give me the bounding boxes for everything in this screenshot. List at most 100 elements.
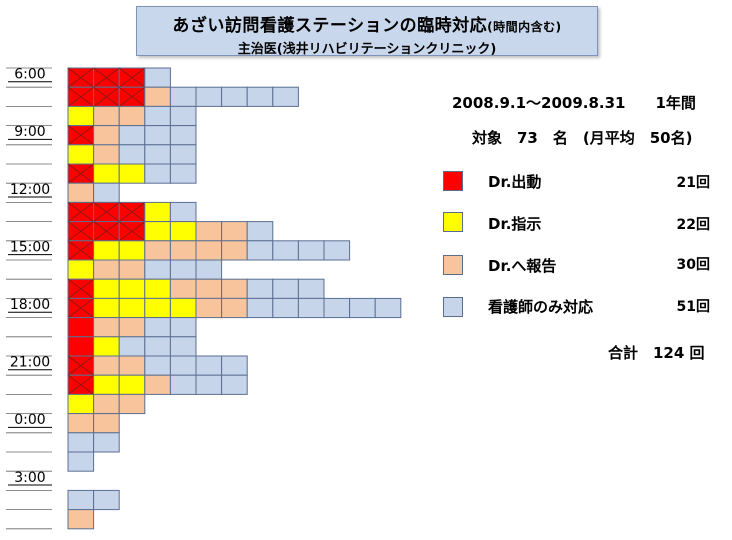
legend-count-dr-visit: 21回 xyxy=(676,175,710,191)
grid-cell xyxy=(118,278,146,299)
grid-cell xyxy=(195,297,223,319)
grid-cell xyxy=(323,297,351,319)
cross-mark xyxy=(67,355,94,376)
grid-cell xyxy=(374,297,402,319)
grid-cell xyxy=(67,182,95,203)
grid-cell xyxy=(272,86,299,107)
grid-cell xyxy=(169,144,197,165)
cross-mark xyxy=(67,374,94,395)
grid-cell xyxy=(67,432,95,453)
grid-cell xyxy=(144,125,171,146)
grid-cell xyxy=(272,240,299,261)
grid-cell xyxy=(246,221,274,242)
grid-cell xyxy=(93,413,120,434)
grid-cell xyxy=(93,125,120,146)
time-grid-chart: 6:00 9:00 12:00 15:00 18:00 21:00 0:00 3:00 xyxy=(6,67,402,530)
grid-cell xyxy=(118,105,146,127)
grid-cell xyxy=(144,105,171,127)
grid-cell xyxy=(67,317,95,338)
chart-title: あざい訪問看護ステーションの臨時対応(時間内含む) xyxy=(137,11,597,36)
grid-cell xyxy=(144,259,171,280)
grid-cell xyxy=(118,374,146,395)
grid-cell xyxy=(169,86,197,107)
grid-cell xyxy=(297,297,325,319)
grid-cell xyxy=(93,182,120,203)
grid-cell xyxy=(118,355,146,376)
grid-cell xyxy=(67,105,95,127)
y-tick-label: 0:00 xyxy=(14,412,45,428)
grid-cell xyxy=(246,278,274,299)
grid-cell xyxy=(93,105,120,127)
grid-cell xyxy=(144,355,171,376)
y-tick-label: 6:00 xyxy=(14,67,45,83)
grid-cell xyxy=(195,278,223,299)
cross-mark xyxy=(67,202,94,222)
total-text: 合計 124 回 xyxy=(608,344,705,362)
y-tick-label: 9:00 xyxy=(14,124,45,140)
cross-mark xyxy=(67,278,94,299)
grid-cell xyxy=(221,355,248,376)
legend-label-dr-visit: Dr.出動 xyxy=(488,173,542,191)
chart-title-suffix: (時間内含む) xyxy=(487,20,562,34)
cross-mark xyxy=(118,86,146,107)
legend-count-dr-report: 30回 xyxy=(676,257,710,273)
legend-count-nurse-only: 51回 xyxy=(676,299,710,315)
grid-cell xyxy=(221,374,248,395)
grid-cell xyxy=(93,163,120,184)
grid-cell xyxy=(144,336,171,357)
y-tick-label: 21:00 xyxy=(10,355,50,371)
grid-cell xyxy=(67,336,95,357)
grid-cell xyxy=(246,86,274,107)
grid-cell xyxy=(195,240,223,261)
grid-cell xyxy=(118,240,146,261)
chart-title-text: あざい訪問看護ステーションの臨時対応 xyxy=(172,16,488,36)
grid-cell xyxy=(93,144,120,165)
cross-mark xyxy=(67,67,94,88)
grid-cell xyxy=(272,278,299,299)
grid-cell xyxy=(297,240,325,261)
grid-cell xyxy=(195,221,223,242)
grid-cell xyxy=(93,336,120,357)
cross-mark xyxy=(67,86,94,107)
grid-cell xyxy=(169,240,197,261)
grid-cell xyxy=(93,317,120,338)
legend-count-dr-instruction: 22回 xyxy=(676,217,710,233)
grid-cell xyxy=(118,163,146,184)
chart-subtitle: 主治医(浅井リハビリテーションクリニック) xyxy=(237,42,497,57)
grid-cell xyxy=(118,317,146,338)
grid-cell xyxy=(272,297,299,319)
grid-cell xyxy=(144,317,171,338)
y-tick-label: 18:00 xyxy=(10,297,50,313)
grid-cell xyxy=(246,297,274,319)
grid-cell xyxy=(323,240,351,261)
grid-cell xyxy=(144,240,171,261)
cross-mark xyxy=(118,202,146,222)
y-tick-label: 15:00 xyxy=(10,239,50,255)
grid-cell xyxy=(221,278,248,299)
legend-swatch-dr-visit xyxy=(443,171,463,191)
legend-swatch-dr-report xyxy=(443,255,463,275)
grid-cell xyxy=(118,125,146,146)
grid-cell xyxy=(118,297,146,319)
grid-cell xyxy=(67,413,95,434)
subjects-text: 対象 73 名 (月平均 50名) xyxy=(472,129,693,147)
y-tick-label: 12:00 xyxy=(10,182,50,198)
cross-mark xyxy=(93,202,120,222)
grid-cell xyxy=(169,259,197,280)
grid-cell xyxy=(118,393,146,415)
cross-mark xyxy=(118,67,146,88)
legend-swatch-nurse-only xyxy=(443,297,463,317)
grid-cell xyxy=(118,336,146,357)
legend-label-dr-instruction: Dr.指示 xyxy=(488,215,542,233)
grid-cell xyxy=(144,297,171,319)
grid-cell xyxy=(169,317,197,338)
grid-cell xyxy=(169,125,197,146)
grid-cell xyxy=(144,67,171,88)
grid-cell xyxy=(297,278,325,299)
grid-cell xyxy=(169,278,197,299)
cross-mark xyxy=(93,221,120,242)
grid-cell xyxy=(93,297,120,319)
grid-cell xyxy=(93,374,120,395)
grid-cell xyxy=(67,259,95,280)
grid-cell xyxy=(349,297,376,319)
